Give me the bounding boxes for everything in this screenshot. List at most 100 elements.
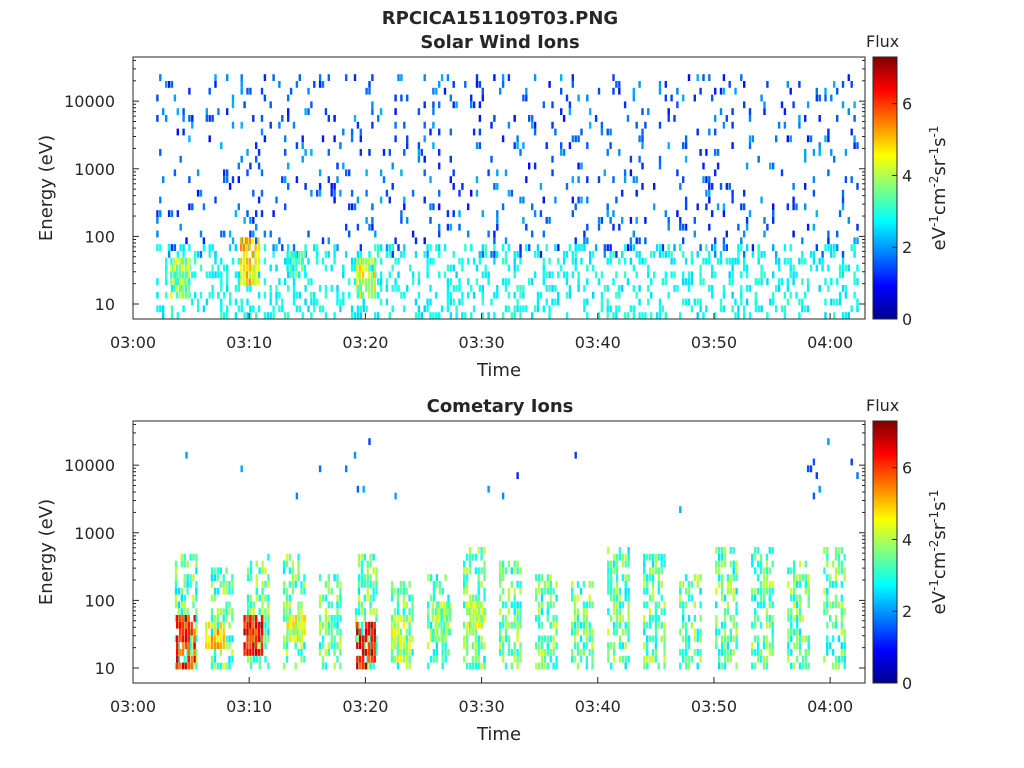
spectrogram-cell: [507, 291, 511, 299]
spectrogram-cell: [257, 628, 261, 636]
spectrogram-cell: [217, 271, 220, 279]
spectrogram-cell: [834, 601, 838, 609]
spectrogram-cell: [435, 608, 439, 615]
spectrogram-cell: [220, 305, 223, 313]
spectrogram-cell: [618, 655, 622, 663]
spectrogram-cell: [251, 251, 254, 258]
spectrogram-cell: [660, 567, 663, 575]
spectrogram-cell: [254, 251, 257, 258]
spectrogram-cell: [438, 581, 441, 588]
spectrogram-cell: [330, 628, 333, 636]
spectrogram-cell: [324, 581, 328, 588]
spectrogram-cell: [191, 115, 194, 122]
spectrogram-cell: [833, 298, 836, 306]
spectrogram-cell: [292, 635, 295, 643]
spectrogram-cell: [228, 608, 231, 615]
spectrogram-cell: [211, 115, 214, 122]
spectrogram-cell: [621, 601, 624, 609]
spectrogram-cell: [618, 149, 621, 156]
spectrogram-cell: [252, 621, 255, 629]
spectrogram-cell: [281, 176, 284, 183]
spectrogram-cell: [176, 210, 179, 217]
spectrogram-cell: [771, 547, 774, 554]
spectrogram-cell: [585, 615, 588, 622]
spectrogram-cell: [679, 649, 682, 656]
spectrogram-cell: [396, 608, 400, 615]
spectrogram-cell: [182, 128, 185, 136]
colorbar-tick-label: 6: [902, 95, 912, 114]
spectrogram-cell: [702, 162, 705, 170]
spectrogram-cells: [174, 438, 859, 670]
spectrogram-cell: [373, 642, 376, 649]
spectrogram-cell: [396, 587, 400, 595]
spectrogram-cell: [731, 264, 734, 272]
spectrogram-cell: [542, 196, 545, 204]
spectrogram-cell: [635, 271, 638, 279]
spectrogram-cell: [327, 601, 330, 609]
spectrogram-cell: [657, 574, 660, 581]
spectrogram-cell: [231, 237, 235, 245]
spectrogram-cell: [568, 142, 572, 149]
spectrogram-cell: [435, 655, 439, 663]
spectrogram-cell: [252, 649, 255, 656]
spectrogram-cell: [481, 312, 484, 319]
spectrogram-cell: [177, 601, 181, 609]
colorbar-title: Flux: [866, 32, 899, 51]
spectrogram-cell: [760, 196, 763, 204]
spectrogram-cell: [615, 608, 619, 615]
spectrogram-cell: [726, 608, 730, 615]
spectrogram-cell: [437, 601, 440, 609]
spectrogram-cell: [361, 635, 365, 643]
spectrogram-cell: [375, 567, 378, 575]
spectrogram-cell: [579, 649, 583, 656]
spectrogram-cell: [368, 87, 371, 95]
spectrogram-cell: [190, 621, 193, 629]
spectrogram-cell: [632, 285, 635, 292]
spectrogram-cell: [646, 587, 649, 595]
x-tick-label: 03:50: [691, 333, 737, 352]
spectrogram-cell: [369, 621, 372, 629]
spectrogram-cell: [275, 196, 278, 204]
spectrogram-cell: [226, 305, 229, 313]
spectrogram-cell: [643, 567, 646, 575]
spectrogram-cell: [324, 264, 328, 272]
spectrogram-cell: [513, 567, 516, 575]
spectrogram-cell: [585, 635, 588, 643]
spectrogram-cell: [632, 264, 635, 272]
spectrogram-cell: [178, 278, 182, 285]
spectrogram-cell: [722, 203, 726, 211]
spectrogram-cell: [756, 642, 760, 649]
spectrogram-cell: [576, 649, 580, 656]
spectrogram-cell: [762, 581, 766, 588]
spectrogram-cell: [804, 587, 807, 595]
spectrogram-cell: [443, 621, 446, 629]
spectrogram-cell: [263, 291, 267, 299]
spectrogram-cell: [467, 257, 470, 265]
spectrogram-cell: [651, 553, 655, 561]
spectrogram-cell: [385, 298, 389, 306]
spectrogram-cell: [237, 257, 240, 265]
spectrogram-cell: [594, 271, 598, 279]
spectrogram-cell: [228, 642, 231, 649]
spectrogram-cell: [647, 271, 650, 279]
spectrogram-cell: [324, 312, 328, 319]
spectrogram-cell: [723, 560, 727, 568]
spectrogram-cell: [850, 176, 853, 183]
spectrogram-cell: [560, 74, 563, 81]
spectrogram-cell: [261, 594, 264, 602]
spectrogram-cell: [468, 628, 472, 636]
spectrogram-cell: [213, 615, 217, 622]
spectrogram-cell: [823, 547, 826, 554]
spectrogram-cell: [174, 560, 178, 568]
spectrogram-cell: [186, 635, 189, 643]
spectrogram-cell: [475, 278, 479, 285]
spectrogram-cell: [297, 608, 300, 615]
spectrogram-cell: [606, 305, 609, 313]
spectrogram-cell: [826, 574, 829, 581]
spectrogram-cell: [364, 264, 368, 272]
spectrogram-cell: [648, 621, 652, 629]
spectrogram-cell: [390, 635, 394, 643]
spectrogram-cell: [342, 291, 345, 299]
spectrogram-cell: [549, 581, 552, 588]
spectrogram-cell: [696, 203, 699, 211]
